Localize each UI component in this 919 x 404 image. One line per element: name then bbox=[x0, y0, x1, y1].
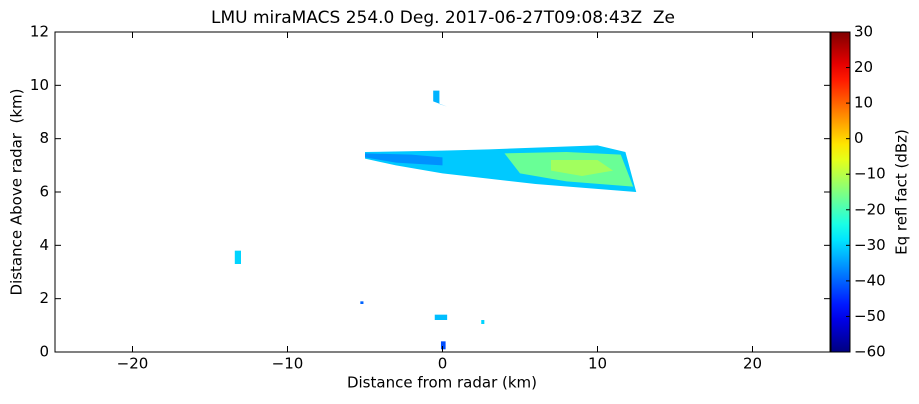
y-tick-label: 10 bbox=[30, 76, 49, 94]
y-tick-label: 12 bbox=[30, 23, 49, 41]
colorbar-tick-label: −40 bbox=[854, 271, 886, 289]
x-tick-label: −10 bbox=[272, 355, 304, 373]
colorbar-tick-label: −10 bbox=[854, 165, 886, 183]
chart-title: LMU miraMACS 254.0 Deg. 2017-06-27T09:08… bbox=[211, 8, 675, 28]
colorbar-tick-label: −20 bbox=[854, 200, 886, 218]
y-tick-label: 2 bbox=[39, 289, 49, 307]
echo bbox=[365, 153, 443, 166]
echo bbox=[433, 90, 448, 107]
x-tick-label: 10 bbox=[588, 355, 607, 373]
x-axis-label: Distance from radar (km) bbox=[347, 374, 537, 392]
echo bbox=[481, 320, 485, 324]
y-tick-label: 0 bbox=[39, 343, 49, 361]
x-tick-label: 20 bbox=[743, 355, 762, 373]
colorbar-tick-label: −30 bbox=[854, 236, 886, 254]
echo bbox=[234, 250, 241, 264]
x-tick-label: −20 bbox=[117, 355, 149, 373]
colorbar bbox=[830, 31, 851, 353]
y-tick-label: 8 bbox=[39, 129, 49, 147]
y-axis-label: Distance Above radar (km) bbox=[8, 89, 26, 296]
echo bbox=[360, 301, 364, 304]
echo bbox=[434, 314, 448, 320]
colorbar-tick-label: 10 bbox=[854, 94, 873, 112]
echo bbox=[440, 341, 446, 350]
colorbar-tick-label: −60 bbox=[854, 343, 886, 361]
echo bbox=[551, 160, 613, 176]
colorbar-tick-label: 0 bbox=[854, 129, 864, 147]
colorbar-tick-label: −50 bbox=[854, 307, 886, 325]
y-tick-label: 4 bbox=[39, 236, 49, 254]
x-tick-label: 0 bbox=[438, 355, 448, 373]
plot-frame bbox=[54, 31, 831, 353]
colorbar-label: Eq refl fact (dBz) bbox=[893, 129, 911, 255]
colorbar-tick-label: 30 bbox=[854, 23, 873, 41]
colorbar-tick-label: 20 bbox=[854, 58, 873, 76]
y-tick-label: 6 bbox=[39, 183, 49, 201]
